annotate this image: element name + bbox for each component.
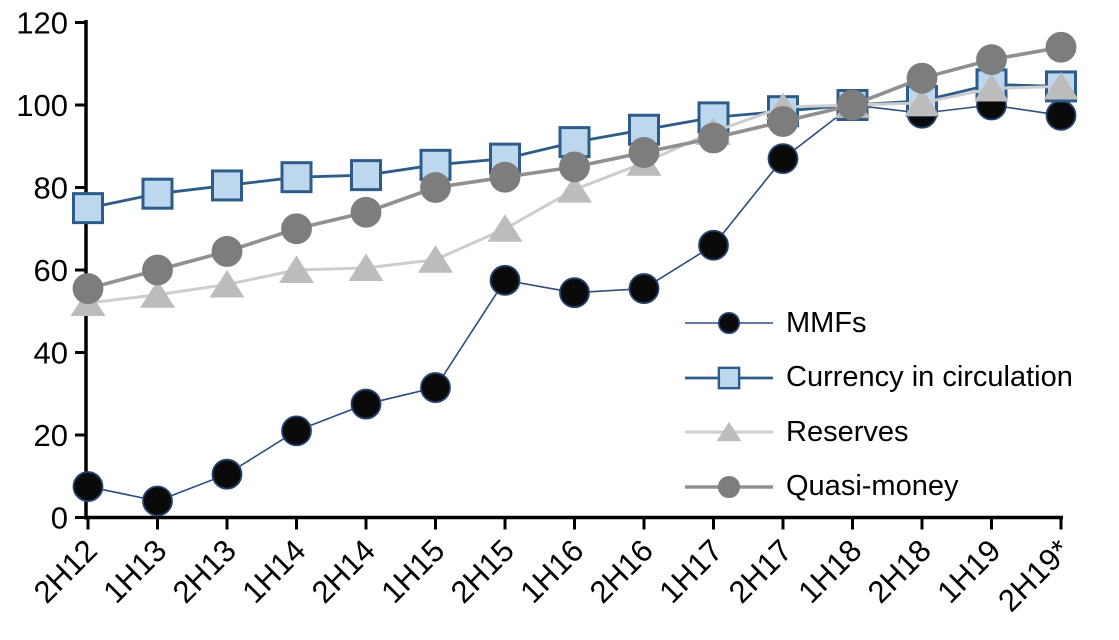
data-point xyxy=(420,372,451,403)
data-point xyxy=(698,229,729,261)
x-tick-label: 1H17 xyxy=(652,533,729,610)
y-tick-label: 20 xyxy=(34,418,68,453)
data-point xyxy=(350,196,382,228)
data-point xyxy=(281,415,312,447)
x-tick-label: 1H16 xyxy=(513,533,590,610)
data-point xyxy=(976,44,1007,76)
x-tick-label: 2H16 xyxy=(583,533,660,610)
x-tick-label: 1H13 xyxy=(96,533,173,610)
y-tick-label: 40 xyxy=(34,336,68,371)
data-point xyxy=(487,214,523,242)
series-quasi-money xyxy=(72,31,1077,304)
legend-marker xyxy=(717,312,741,335)
data-point xyxy=(350,388,382,420)
legend-item-currency: Currency in circulation xyxy=(683,351,1073,406)
x-tick-label: 2H19* xyxy=(991,533,1077,619)
data-point xyxy=(559,277,590,309)
data-point xyxy=(279,255,314,283)
data-point xyxy=(280,161,313,194)
data-point xyxy=(974,74,1009,102)
data-point xyxy=(557,175,592,203)
x-tick-label: 2H18 xyxy=(861,533,938,610)
data-point xyxy=(1043,71,1079,100)
data-point xyxy=(628,137,660,168)
legend-item-quasi-money: Quasi-money xyxy=(683,460,1073,515)
y-tick-label: 80 xyxy=(34,171,68,206)
data-point xyxy=(348,253,384,281)
data-point xyxy=(418,245,453,273)
data-point xyxy=(837,89,868,121)
y-tick-label: 120 xyxy=(16,6,68,41)
data-point xyxy=(142,485,173,517)
x-tick-label: 2H14 xyxy=(305,533,382,610)
legend-label: Quasi-money xyxy=(786,470,959,503)
mmfs-marker-icon xyxy=(685,312,773,335)
data-point xyxy=(904,88,940,116)
data-point xyxy=(767,106,799,137)
data-point xyxy=(211,169,243,202)
y-tick-label: 0 xyxy=(51,501,68,536)
y-tick-label: 60 xyxy=(34,253,68,288)
data-point xyxy=(489,264,521,296)
data-point xyxy=(1045,31,1077,63)
data-point xyxy=(281,213,312,245)
data-point xyxy=(140,280,175,308)
data-point xyxy=(141,177,174,210)
x-tick-label: 2H15 xyxy=(444,533,521,610)
legend-item-mmfs: MMFs xyxy=(683,296,1073,351)
legend-label: Currency in circulation xyxy=(786,361,1073,394)
currency-marker-icon xyxy=(685,366,773,390)
y-tick-label: 100 xyxy=(16,88,68,123)
legend-label: Reserves xyxy=(786,415,909,448)
data-point xyxy=(72,192,104,225)
data-point xyxy=(1045,99,1077,131)
data-point xyxy=(211,236,243,267)
x-tick-label: 2H13 xyxy=(166,533,243,610)
data-point xyxy=(489,161,521,193)
legend-marker xyxy=(716,422,742,442)
data-point xyxy=(628,273,660,304)
x-tick-label: 2H12 xyxy=(27,533,104,610)
legend: MMFs Currency in circulation Reserves Qu… xyxy=(683,296,1073,514)
data-point xyxy=(72,471,104,502)
x-tick-label: 1H18 xyxy=(791,533,868,610)
legend-marker xyxy=(717,475,741,498)
legend-label: MMFs xyxy=(786,306,867,339)
x-tick-label: 1H15 xyxy=(374,533,451,610)
data-point xyxy=(142,254,173,286)
legend-marker xyxy=(717,366,741,390)
x-tick-label: 2H17 xyxy=(722,533,799,610)
data-point xyxy=(420,172,451,203)
reserves-marker-icon xyxy=(685,422,773,442)
data-point xyxy=(350,159,382,192)
legend-item-reserves: Reserves xyxy=(683,405,1073,460)
data-point xyxy=(559,151,590,183)
x-tick-label: 1H14 xyxy=(235,533,312,610)
data-point xyxy=(211,458,243,490)
quasi-money-marker-icon xyxy=(685,475,773,498)
data-point xyxy=(906,62,938,94)
data-point xyxy=(767,143,799,175)
data-point xyxy=(209,269,245,298)
data-point xyxy=(698,122,729,154)
data-point xyxy=(72,273,104,304)
